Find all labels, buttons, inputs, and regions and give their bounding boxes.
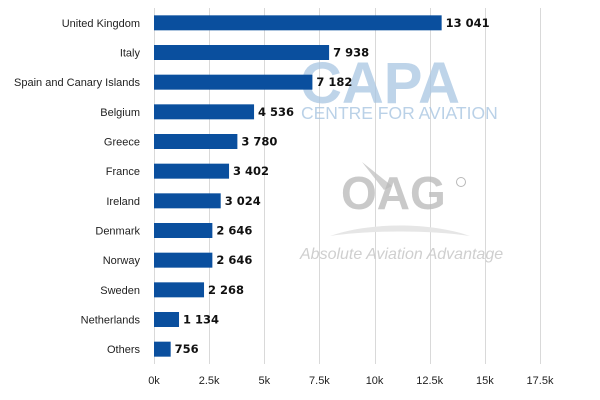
category-label: Italy <box>120 48 141 60</box>
x-tick-label: 2.5k <box>199 375 220 387</box>
category-label: Denmark <box>95 226 140 238</box>
bar <box>154 282 205 298</box>
data-label: 3 024 <box>225 194 261 208</box>
bar <box>154 15 442 31</box>
bar <box>154 74 313 90</box>
bar <box>154 163 230 179</box>
oag-swoosh-icon <box>362 162 392 190</box>
bar <box>154 134 238 149</box>
bar <box>154 312 180 327</box>
oag-watermark-logo: OAG <box>341 167 446 219</box>
oag-watermark-tagline: Absolute Aviation Advantage <box>299 246 503 263</box>
category-label: Sweden <box>100 285 140 297</box>
x-tick-label: 10k <box>366 375 384 387</box>
grid-lines <box>154 8 541 364</box>
category-label: Spain and Canary Islands <box>14 77 140 89</box>
oag-swoosh-underline <box>330 225 470 236</box>
watermark: CAPA CENTRE FOR AVIATION OAG Absolute Av… <box>299 51 503 263</box>
data-label: 756 <box>175 342 199 356</box>
bar <box>154 104 255 120</box>
capa-watermark-subtitle: CENTRE FOR AVIATION <box>301 103 498 123</box>
x-tick-label: 12.5k <box>416 375 443 387</box>
x-tick-label: 17.5k <box>527 375 554 387</box>
category-label: Belgium <box>100 107 140 119</box>
data-label: 1 134 <box>183 313 219 327</box>
data-label: 13 041 <box>446 16 490 30</box>
x-tick-label: 5k <box>258 375 270 387</box>
data-label: 4 536 <box>258 105 294 119</box>
category-label: United Kingdom <box>62 18 140 30</box>
category-label: France <box>106 166 140 178</box>
category-label: Netherlands <box>81 315 141 327</box>
bar <box>154 223 213 238</box>
x-tick-label: 15k <box>476 375 494 387</box>
capa-watermark-logo: CAPA <box>300 51 460 116</box>
data-label: 2 646 <box>216 253 252 267</box>
x-tick-label: 0k <box>148 375 160 387</box>
bar <box>154 45 330 60</box>
data-label: 7 938 <box>333 46 369 60</box>
category-label: Others <box>107 344 141 356</box>
data-label: 2 646 <box>216 224 252 238</box>
data-label: 7 182 <box>316 75 352 89</box>
data-label: 3 780 <box>241 135 277 149</box>
x-axis-tick-labels: 0k 2.5k 5k 7.5k 10k 12.5k 15k 17.5k <box>148 375 554 387</box>
category-labels: United Kingdom Italy Spain and Canary Isla… <box>14 18 140 356</box>
data-labels: 13 041 7 938 7 182 4 536 3 780 3 402 3 024 2 64… <box>175 16 490 356</box>
category-label: Greece <box>104 137 140 149</box>
bar <box>154 252 213 268</box>
category-label: Ireland <box>106 196 140 208</box>
category-label: Norway <box>103 255 141 267</box>
oag-registered-icon <box>456 177 466 187</box>
data-label: 3 402 <box>233 164 269 178</box>
bars <box>154 15 442 357</box>
bar <box>154 341 171 357</box>
x-tick-label: 7.5k <box>309 375 330 387</box>
data-label: 2 268 <box>208 283 244 297</box>
bar <box>154 193 221 209</box>
